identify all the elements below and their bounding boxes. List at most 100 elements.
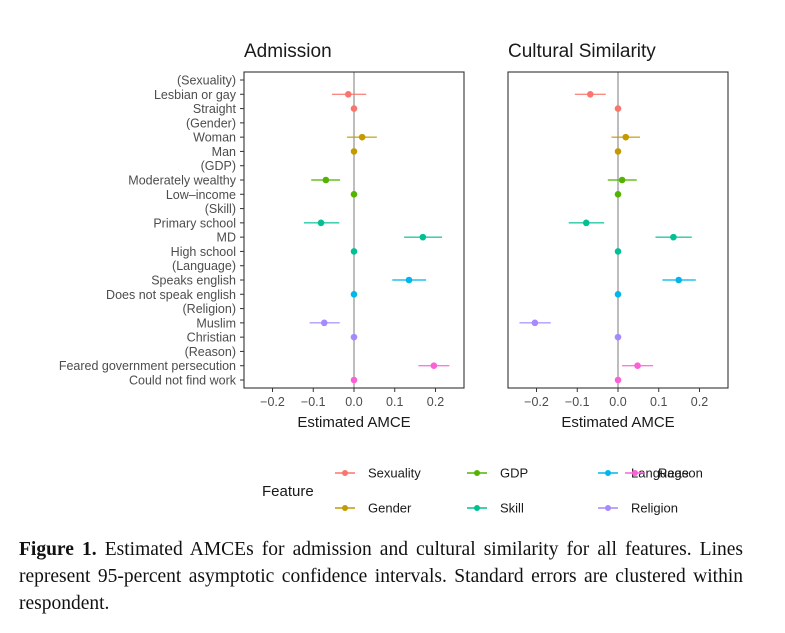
legend-item-gdp: GDP — [467, 466, 528, 481]
y-axis-labels: (Sexuality)Lesbian or gayStraight(Gender… — [59, 74, 237, 388]
y-tick-label: Feared government persecution — [59, 359, 236, 373]
legend-item-reason: Reason — [625, 466, 703, 481]
x-tick-label: 0.2 — [691, 395, 708, 409]
estimate-does-not-speak-english — [350, 290, 358, 298]
estimate-high-school — [614, 248, 622, 255]
point-estimate — [430, 362, 438, 370]
point-estimate — [614, 290, 622, 298]
y-tick-label: (Skill) — [205, 202, 236, 216]
estimate-could-not-find-work — [350, 376, 358, 384]
y-tick-label: (Reason) — [185, 345, 236, 359]
estimate-does-not-speak-english — [614, 290, 622, 298]
panel-border — [507, 71, 729, 389]
legend-label: Gender — [368, 501, 412, 516]
x-axis-title: Estimated AMCE — [297, 414, 410, 431]
point-estimate — [614, 376, 622, 384]
estimate-moderately-wealthy — [311, 176, 341, 184]
point-estimate — [350, 148, 358, 155]
panels: Admission −0.2 −0.1 0.0 0.1 0.2 Estimated AMCE… — [240, 41, 729, 431]
x-axis-title: Estimated AMCE — [561, 414, 674, 431]
estimate-straight — [614, 105, 622, 112]
estimate-could-not-find-work — [614, 376, 622, 384]
y-tick-label: (Gender) — [186, 116, 236, 130]
y-tick-label: Speaks english — [151, 274, 236, 288]
y-tick-label: Does not speak english — [106, 288, 236, 302]
x-tick-label: −0.1 — [301, 395, 326, 409]
legend-key-point — [342, 505, 348, 511]
point-estimate — [317, 219, 325, 227]
estimate-high-school — [350, 248, 358, 255]
y-tick-label: MD — [217, 231, 236, 245]
point-estimate — [350, 248, 358, 255]
x-tick-label: −0.2 — [260, 395, 285, 409]
y-tick-label: Lesbian or gay — [154, 88, 237, 102]
y-tick-label: (Religion) — [183, 302, 237, 316]
point-estimate — [614, 105, 622, 112]
point-estimate — [350, 376, 358, 384]
y-tick-label: Christian — [187, 331, 236, 345]
estimate-md — [655, 233, 692, 241]
y-tick-label: (Language) — [172, 259, 236, 273]
y-tick-label: (GDP) — [201, 159, 236, 173]
estimate-christian — [350, 333, 358, 341]
estimate-christian — [614, 333, 622, 341]
x-tick-label: 0.0 — [345, 395, 362, 409]
legend-title: Feature — [262, 483, 314, 500]
y-tick-label: Primary school — [153, 216, 236, 230]
estimate-man — [350, 148, 358, 155]
x-tick-label: −0.2 — [524, 395, 549, 409]
y-tick-label: Woman — [193, 131, 236, 145]
estimate-feared-government-persecution — [622, 362, 654, 370]
point-estimate — [531, 319, 539, 327]
estimate-primary-school — [568, 219, 605, 227]
point-estimate — [675, 276, 683, 284]
point-estimate — [320, 319, 328, 327]
legend-item-language: Language — [598, 466, 689, 481]
y-tick-label: Muslim — [196, 316, 236, 330]
estimate-muslim — [519, 319, 551, 327]
point-estimate — [586, 90, 594, 98]
legend-label: Religion — [631, 501, 678, 516]
estimate-man — [614, 148, 622, 155]
x-tick-label: −0.1 — [565, 395, 590, 409]
panel-admission: Admission −0.2 −0.1 0.0 0.1 0.2 Estimated AMCE — [240, 41, 465, 431]
legend-key-point — [605, 470, 611, 476]
point-estimate — [322, 176, 330, 184]
amce-figure: Admission −0.2 −0.1 0.0 0.1 0.2 Estimated AMCE… — [59, 41, 729, 516]
y-tick-label: Man — [212, 145, 236, 159]
legend-key-point — [632, 470, 638, 476]
y-tick-label: Straight — [193, 102, 237, 116]
estimate-speaks-english — [392, 276, 427, 284]
legend-label: Reason — [658, 466, 703, 481]
estimate-speaks-english — [662, 276, 696, 284]
point-estimate — [344, 90, 352, 98]
point-estimate — [614, 333, 622, 341]
estimate-muslim — [309, 319, 340, 327]
estimate-low-income — [350, 190, 358, 198]
panel-cultural-similarity: Cultural Similarity −0.2 −0.1 0.0 0.1 0.2 Esti… — [507, 41, 729, 431]
point-estimate — [614, 148, 622, 155]
point-estimate — [350, 333, 358, 341]
point-estimate — [622, 133, 630, 141]
point-estimate — [670, 233, 677, 241]
legend-key-point — [474, 470, 480, 476]
estimate-woman — [611, 133, 640, 141]
panel-title: Admission — [244, 41, 332, 62]
legend-label: GDP — [500, 466, 528, 481]
legend-item-gender: Gender — [335, 501, 412, 516]
figure-caption: Figure 1. Estimated AMCEs for admission … — [19, 536, 743, 617]
x-tick-label: 0.1 — [386, 395, 403, 409]
y-tick-label: Low–income — [166, 188, 236, 202]
point-estimate — [582, 219, 590, 227]
legend-key-point — [342, 470, 348, 476]
caption-label: Figure 1. — [19, 539, 97, 560]
estimate-lesbian-or-gay — [332, 90, 367, 98]
legend-key-point — [474, 505, 480, 511]
y-tick-label: Moderately wealthy — [128, 174, 236, 188]
legend-item-skill: Skill — [467, 501, 524, 516]
caption-text: Estimated AMCEs for admission and cultur… — [19, 539, 744, 614]
point-estimate — [614, 190, 622, 198]
x-tick-label: 0.0 — [609, 395, 626, 409]
estimate-feared-government-persecution — [418, 362, 450, 370]
